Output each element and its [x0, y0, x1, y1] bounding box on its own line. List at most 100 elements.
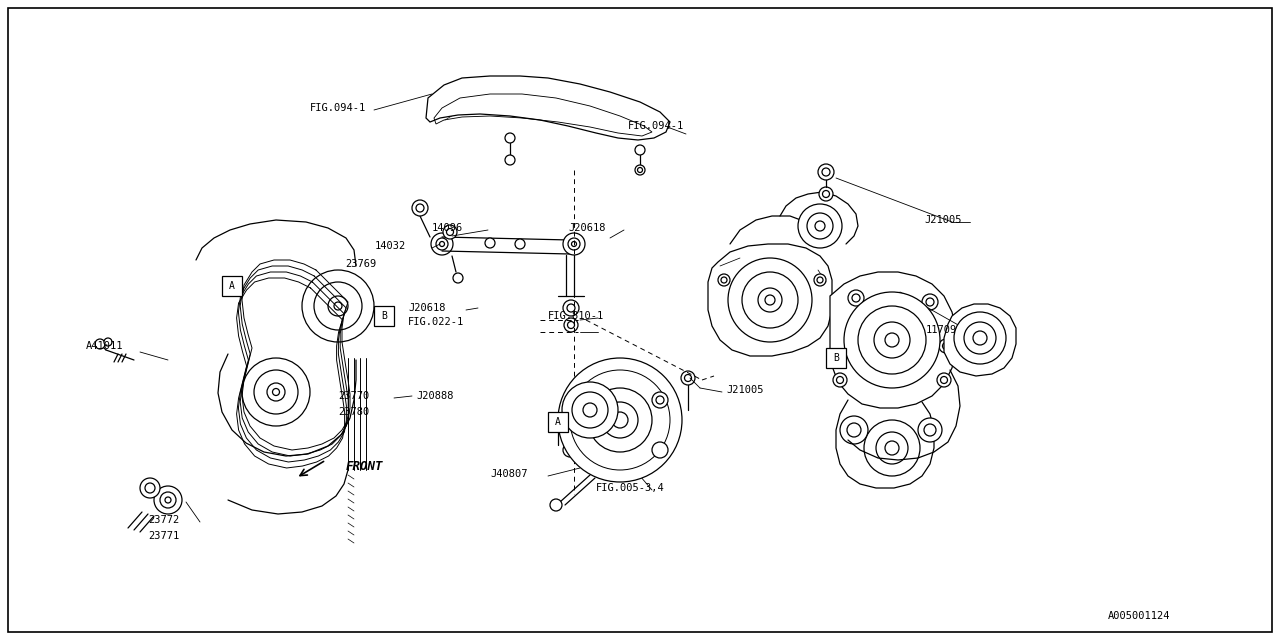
Circle shape: [506, 133, 515, 143]
Circle shape: [721, 277, 727, 283]
Circle shape: [443, 225, 457, 239]
Text: J20618: J20618: [568, 223, 605, 233]
Circle shape: [568, 238, 580, 250]
Circle shape: [681, 371, 695, 385]
Circle shape: [925, 298, 934, 306]
Circle shape: [485, 238, 495, 248]
Circle shape: [104, 338, 113, 346]
Text: B: B: [833, 353, 838, 363]
Circle shape: [334, 302, 342, 310]
Circle shape: [649, 127, 655, 134]
Text: 23769: 23769: [346, 259, 376, 269]
Text: J21005: J21005: [924, 215, 961, 225]
Circle shape: [728, 258, 812, 342]
Circle shape: [328, 296, 348, 316]
Circle shape: [973, 331, 987, 345]
Bar: [374, 306, 394, 326]
Circle shape: [412, 200, 428, 216]
Text: FIG.094-1: FIG.094-1: [310, 103, 366, 113]
Circle shape: [588, 388, 652, 452]
Circle shape: [652, 392, 668, 408]
Circle shape: [570, 370, 669, 470]
Circle shape: [819, 187, 833, 201]
Circle shape: [602, 402, 637, 438]
Circle shape: [563, 443, 577, 457]
Circle shape: [718, 274, 730, 286]
Circle shape: [806, 213, 833, 239]
Text: FRONT: FRONT: [346, 460, 384, 472]
Text: J20888: J20888: [416, 391, 453, 401]
Text: 14032: 14032: [375, 241, 406, 251]
Circle shape: [562, 382, 618, 438]
Text: FIG.094-1: FIG.094-1: [628, 121, 685, 131]
Circle shape: [160, 492, 177, 508]
Circle shape: [840, 416, 868, 444]
Circle shape: [506, 155, 515, 165]
Circle shape: [817, 277, 823, 283]
Circle shape: [550, 499, 562, 511]
Circle shape: [852, 294, 860, 302]
Text: A41011: A41011: [86, 341, 123, 351]
Circle shape: [822, 168, 829, 176]
Circle shape: [918, 418, 942, 442]
Text: FIG.022-1: FIG.022-1: [408, 317, 465, 327]
Polygon shape: [945, 304, 1016, 376]
Polygon shape: [708, 244, 832, 356]
Text: A: A: [229, 281, 236, 291]
Circle shape: [844, 292, 940, 388]
Circle shape: [140, 478, 160, 498]
Circle shape: [558, 358, 682, 482]
Circle shape: [95, 339, 105, 349]
Text: FIG.810-1: FIG.810-1: [548, 311, 604, 321]
Circle shape: [253, 370, 298, 414]
Circle shape: [758, 288, 782, 312]
Circle shape: [941, 376, 947, 383]
Circle shape: [818, 164, 835, 180]
Text: 23772: 23772: [148, 515, 179, 525]
Circle shape: [563, 300, 579, 316]
Circle shape: [571, 241, 576, 246]
Circle shape: [884, 333, 899, 347]
Circle shape: [858, 306, 925, 374]
Circle shape: [564, 318, 579, 332]
Bar: [221, 276, 242, 296]
Bar: [826, 348, 846, 368]
Circle shape: [515, 239, 525, 249]
Circle shape: [563, 233, 585, 255]
Text: J21005: J21005: [726, 385, 763, 395]
Circle shape: [964, 322, 996, 354]
Circle shape: [652, 442, 668, 458]
Circle shape: [823, 191, 829, 198]
Text: A: A: [556, 417, 561, 427]
Text: A005001124: A005001124: [1108, 611, 1170, 621]
Circle shape: [876, 432, 908, 464]
Circle shape: [765, 295, 774, 305]
Circle shape: [567, 304, 575, 312]
Text: J40807: J40807: [490, 469, 527, 479]
Circle shape: [815, 221, 826, 231]
Polygon shape: [426, 76, 669, 140]
Circle shape: [242, 358, 310, 426]
Circle shape: [165, 497, 172, 503]
Circle shape: [612, 412, 628, 428]
Bar: [548, 412, 568, 432]
Circle shape: [582, 403, 596, 417]
Polygon shape: [829, 272, 956, 408]
Circle shape: [439, 241, 444, 246]
Circle shape: [635, 145, 645, 155]
Circle shape: [416, 204, 424, 212]
Text: B: B: [381, 311, 387, 321]
Circle shape: [849, 290, 864, 306]
Circle shape: [922, 294, 938, 310]
Circle shape: [940, 339, 954, 353]
Circle shape: [268, 383, 285, 401]
Circle shape: [273, 388, 279, 396]
Circle shape: [874, 322, 910, 358]
Circle shape: [302, 270, 374, 342]
Circle shape: [314, 282, 362, 330]
Circle shape: [742, 272, 797, 328]
Text: 11709: 11709: [925, 325, 957, 335]
Circle shape: [431, 233, 453, 255]
Circle shape: [635, 165, 645, 175]
Circle shape: [453, 273, 463, 283]
